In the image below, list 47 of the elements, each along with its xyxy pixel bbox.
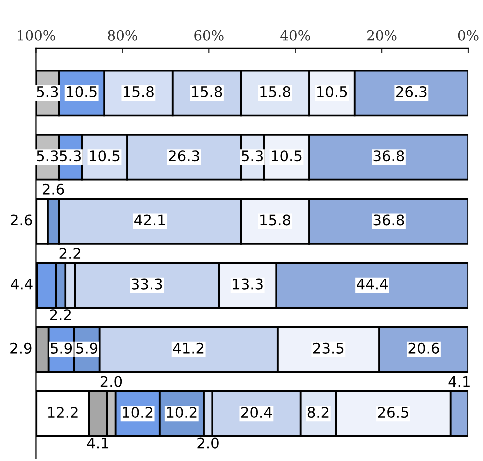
data-label: 20.6 <box>408 342 440 354</box>
data-label: 10.5 <box>272 150 302 162</box>
data-label: 2.6 <box>11 214 32 226</box>
data-label: 44.4 <box>357 278 388 290</box>
data-label: 5.3 <box>37 150 58 162</box>
data-label: 26.5 <box>378 407 408 418</box>
data-label: 42.1 <box>134 214 166 226</box>
data-label: 4.4 <box>11 278 33 290</box>
data-label: 15.8 <box>192 86 222 98</box>
data-label: 33.3 <box>132 278 162 290</box>
data-label: 2.9 <box>10 342 32 354</box>
data-label: 5.3 <box>242 150 264 162</box>
x-tick-label: 40% <box>280 30 310 41</box>
data-label: 23.5 <box>314 342 344 354</box>
x-tick-label: 20% <box>368 30 397 41</box>
data-label: 2.0 <box>198 438 219 449</box>
data-label: 4.1 <box>87 438 109 449</box>
data-label: 5.3 <box>37 86 58 98</box>
data-label: 15.8 <box>260 86 291 98</box>
data-label: 41.2 <box>173 342 204 354</box>
data-label: 36.8 <box>374 150 404 162</box>
data-label: 10.2 <box>167 407 197 418</box>
data-label: 5.9 <box>51 342 72 354</box>
data-label: 20.4 <box>242 407 272 418</box>
data-label: 15.8 <box>124 86 154 98</box>
data-label: 5.9 <box>76 342 98 354</box>
data-label: 2.2 <box>60 248 81 259</box>
data-label: 26.3 <box>169 150 200 162</box>
data-label: 2.6 <box>42 184 64 195</box>
x-tick-label: 0% <box>458 30 479 41</box>
x-tick-label: 60% <box>194 30 224 41</box>
data-label: 10.2 <box>123 407 153 418</box>
data-label: 10.5 <box>90 150 120 162</box>
data-label: 10.5 <box>317 86 348 98</box>
data-label: 36.8 <box>374 214 404 226</box>
data-label: 2.2 <box>50 310 71 320</box>
data-label: 15.8 <box>260 214 291 226</box>
data-label: 4.1 <box>448 376 470 388</box>
data-label: 13.3 <box>233 278 263 290</box>
x-tick-label: 100% <box>18 30 56 41</box>
data-label: 2.0 <box>100 376 122 388</box>
data-label: 12.2 <box>48 407 78 418</box>
data-label: 5.3 <box>60 150 82 162</box>
x-tick-label: 80% <box>108 30 138 41</box>
data-label: 10.5 <box>67 86 97 98</box>
data-label: 26.3 <box>396 86 427 98</box>
data-label: 8.2 <box>308 407 329 418</box>
